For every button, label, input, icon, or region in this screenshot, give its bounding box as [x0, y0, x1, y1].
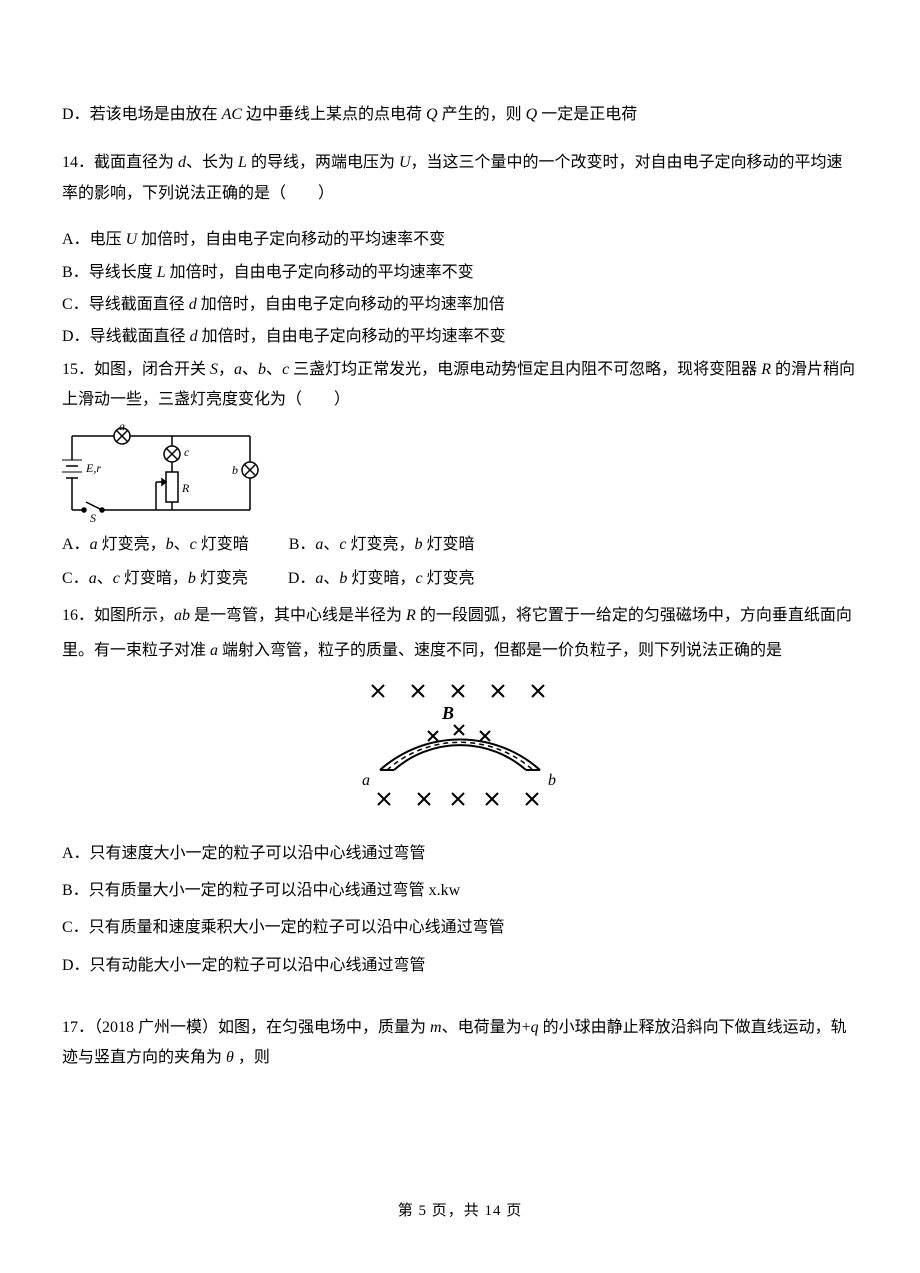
page-footer: 第 5 页，共 14 页 — [0, 1197, 920, 1226]
battery-label: E,r — [85, 461, 101, 475]
q16-option-d: D．只有动能大小一定的粒子可以沿中心线通过弯管 — [62, 948, 858, 983]
q13-option-d: D．若该电场是由放在 AC 边中垂线上某点的点电荷 Q 产生的，则 Q 一定是正… — [62, 100, 858, 130]
q16-option-c: C．只有质量和速度乘积大小一定的粒子可以沿中心线通过弯管 — [62, 910, 858, 945]
q15-options-row1: A．a 灯变亮，b、c 灯变暗 B．a、c 灯变亮，b 灯变暗 — [62, 530, 858, 560]
q16-figure: B a b — [62, 675, 858, 826]
q15-option-d: D．a、b 灯变暗，c 灯变亮 — [288, 564, 475, 594]
q14-option-c: C．导线截面直径 d 加倍时，自由电子定向移动的平均速率加倍 — [62, 290, 858, 320]
switch-label: S — [90, 511, 96, 522]
q15-options-row2: C．a、c 灯变暗，b 灯变亮 D．a、b 灯变暗，c 灯变亮 — [62, 564, 858, 594]
spacer — [62, 985, 858, 999]
pipe-b-label: b — [548, 772, 556, 789]
q14-option-b: B．导线长度 L 加倍时，自由电子定向移动的平均速率不变 — [62, 258, 858, 288]
q15-option-a: A．a 灯变亮，b、c 灯变暗 — [62, 530, 249, 560]
q15-option-b: B．a、c 灯变亮，b 灯变暗 — [289, 530, 475, 560]
rheostat-label: R — [181, 481, 190, 495]
q14-option-d: D．导线截面直径 d 加倍时，自由电子定向移动的平均速率不变 — [62, 322, 858, 352]
q15-circuit-figure: a c b E,r S R — [62, 422, 858, 522]
spacer — [62, 999, 858, 1013]
circuit-svg: a c b E,r S R — [62, 422, 262, 522]
q16-option-b: B．只有质量大小一定的粒子可以沿中心线通过弯管 x.kw — [62, 873, 858, 908]
q15-option-c: C．a、c 灯变暗，b 灯变亮 — [62, 564, 248, 594]
q17-stem: 17．（2018 广州一模）如图，在匀强电场中，质量为 m、电荷量为+q 的小球… — [62, 1013, 858, 1074]
q16-stem: 16．如图所示，ab 是一弯管，其中心线是半径为 R 的一段圆弧，将它置于一给定… — [62, 598, 858, 668]
spacer — [62, 134, 858, 148]
bulb-a-label: a — [119, 422, 125, 433]
q16-option-a: A．只有速度大小一定的粒子可以沿中心线通过弯管 — [62, 836, 858, 871]
pipe-a-label: a — [362, 772, 370, 789]
bent-pipe-svg: B a b — [330, 675, 590, 815]
q15-stem: 15．如图，闭合开关 S，a、b、c 三盏灯均正常发光，电源电动势恒定且内阻不可… — [62, 355, 858, 416]
spacer — [62, 213, 858, 223]
q14-stem: 14．截面直径为 d、长为 L 的导线，两端电压为 U，当这三个量中的一个改变时… — [62, 148, 858, 209]
bulb-c-label: c — [184, 445, 190, 459]
bulb-b-label: b — [232, 463, 238, 477]
field-b-label: B — [441, 703, 454, 723]
exam-page: D．若该电场是由放在 AC 边中垂线上某点的点电荷 Q 产生的，则 Q 一定是正… — [0, 0, 920, 1273]
q14-option-a: A．电压 U 加倍时，自由电子定向移动的平均速率不变 — [62, 225, 858, 255]
option-label: D． — [62, 106, 90, 123]
